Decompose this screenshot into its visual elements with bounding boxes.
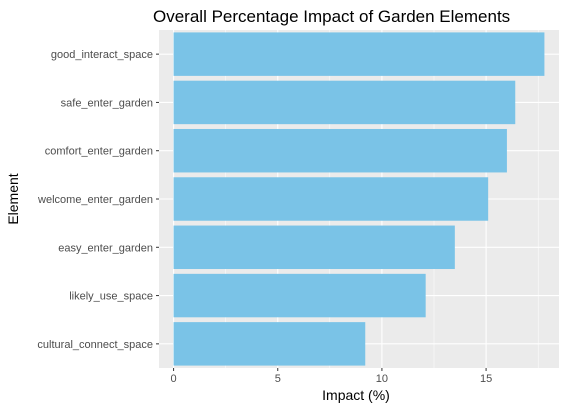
bars: [173, 32, 545, 366]
y-tick-label: likely_use_space: [69, 291, 153, 303]
y-axis: good_interact_space safe_enter_gardencomf…: [37, 49, 159, 351]
x-tick-label: 10: [376, 373, 388, 385]
bar-safe-enter-garden: [173, 80, 516, 125]
y-tick-label: good_interact_space: [51, 49, 153, 61]
x-tick-label: 5: [275, 373, 281, 385]
y-tick-label: comfort_enter_garden: [45, 146, 153, 158]
bar-welcome-enter-garden: [173, 177, 489, 221]
y-tick-label: welcome_enter_garden: [37, 194, 153, 206]
y-tick-label: cultural_connect_space: [37, 339, 153, 351]
chart-title: Overall Percentage Impact of Garden Elem…: [153, 7, 510, 26]
x-tick-label: 0: [171, 373, 177, 385]
x-axis-title: Impact (%): [322, 387, 390, 403]
x-tick-label: 15: [480, 373, 492, 385]
y-tick-label: easy_enter_garden: [58, 242, 153, 254]
y-tick-label: safe_enter_garden: [61, 97, 153, 109]
bar-easy-enter-garden: [173, 225, 455, 270]
bar-cultural-connect-space: [173, 322, 366, 366]
bar-good-interact-space: [173, 32, 545, 76]
bar-comfort-enter-garden: [173, 128, 507, 173]
y-axis-title: Element: [5, 173, 21, 224]
x-axis: 0 5 10 15: [171, 368, 492, 385]
bar-likely-use-space: [173, 273, 426, 318]
